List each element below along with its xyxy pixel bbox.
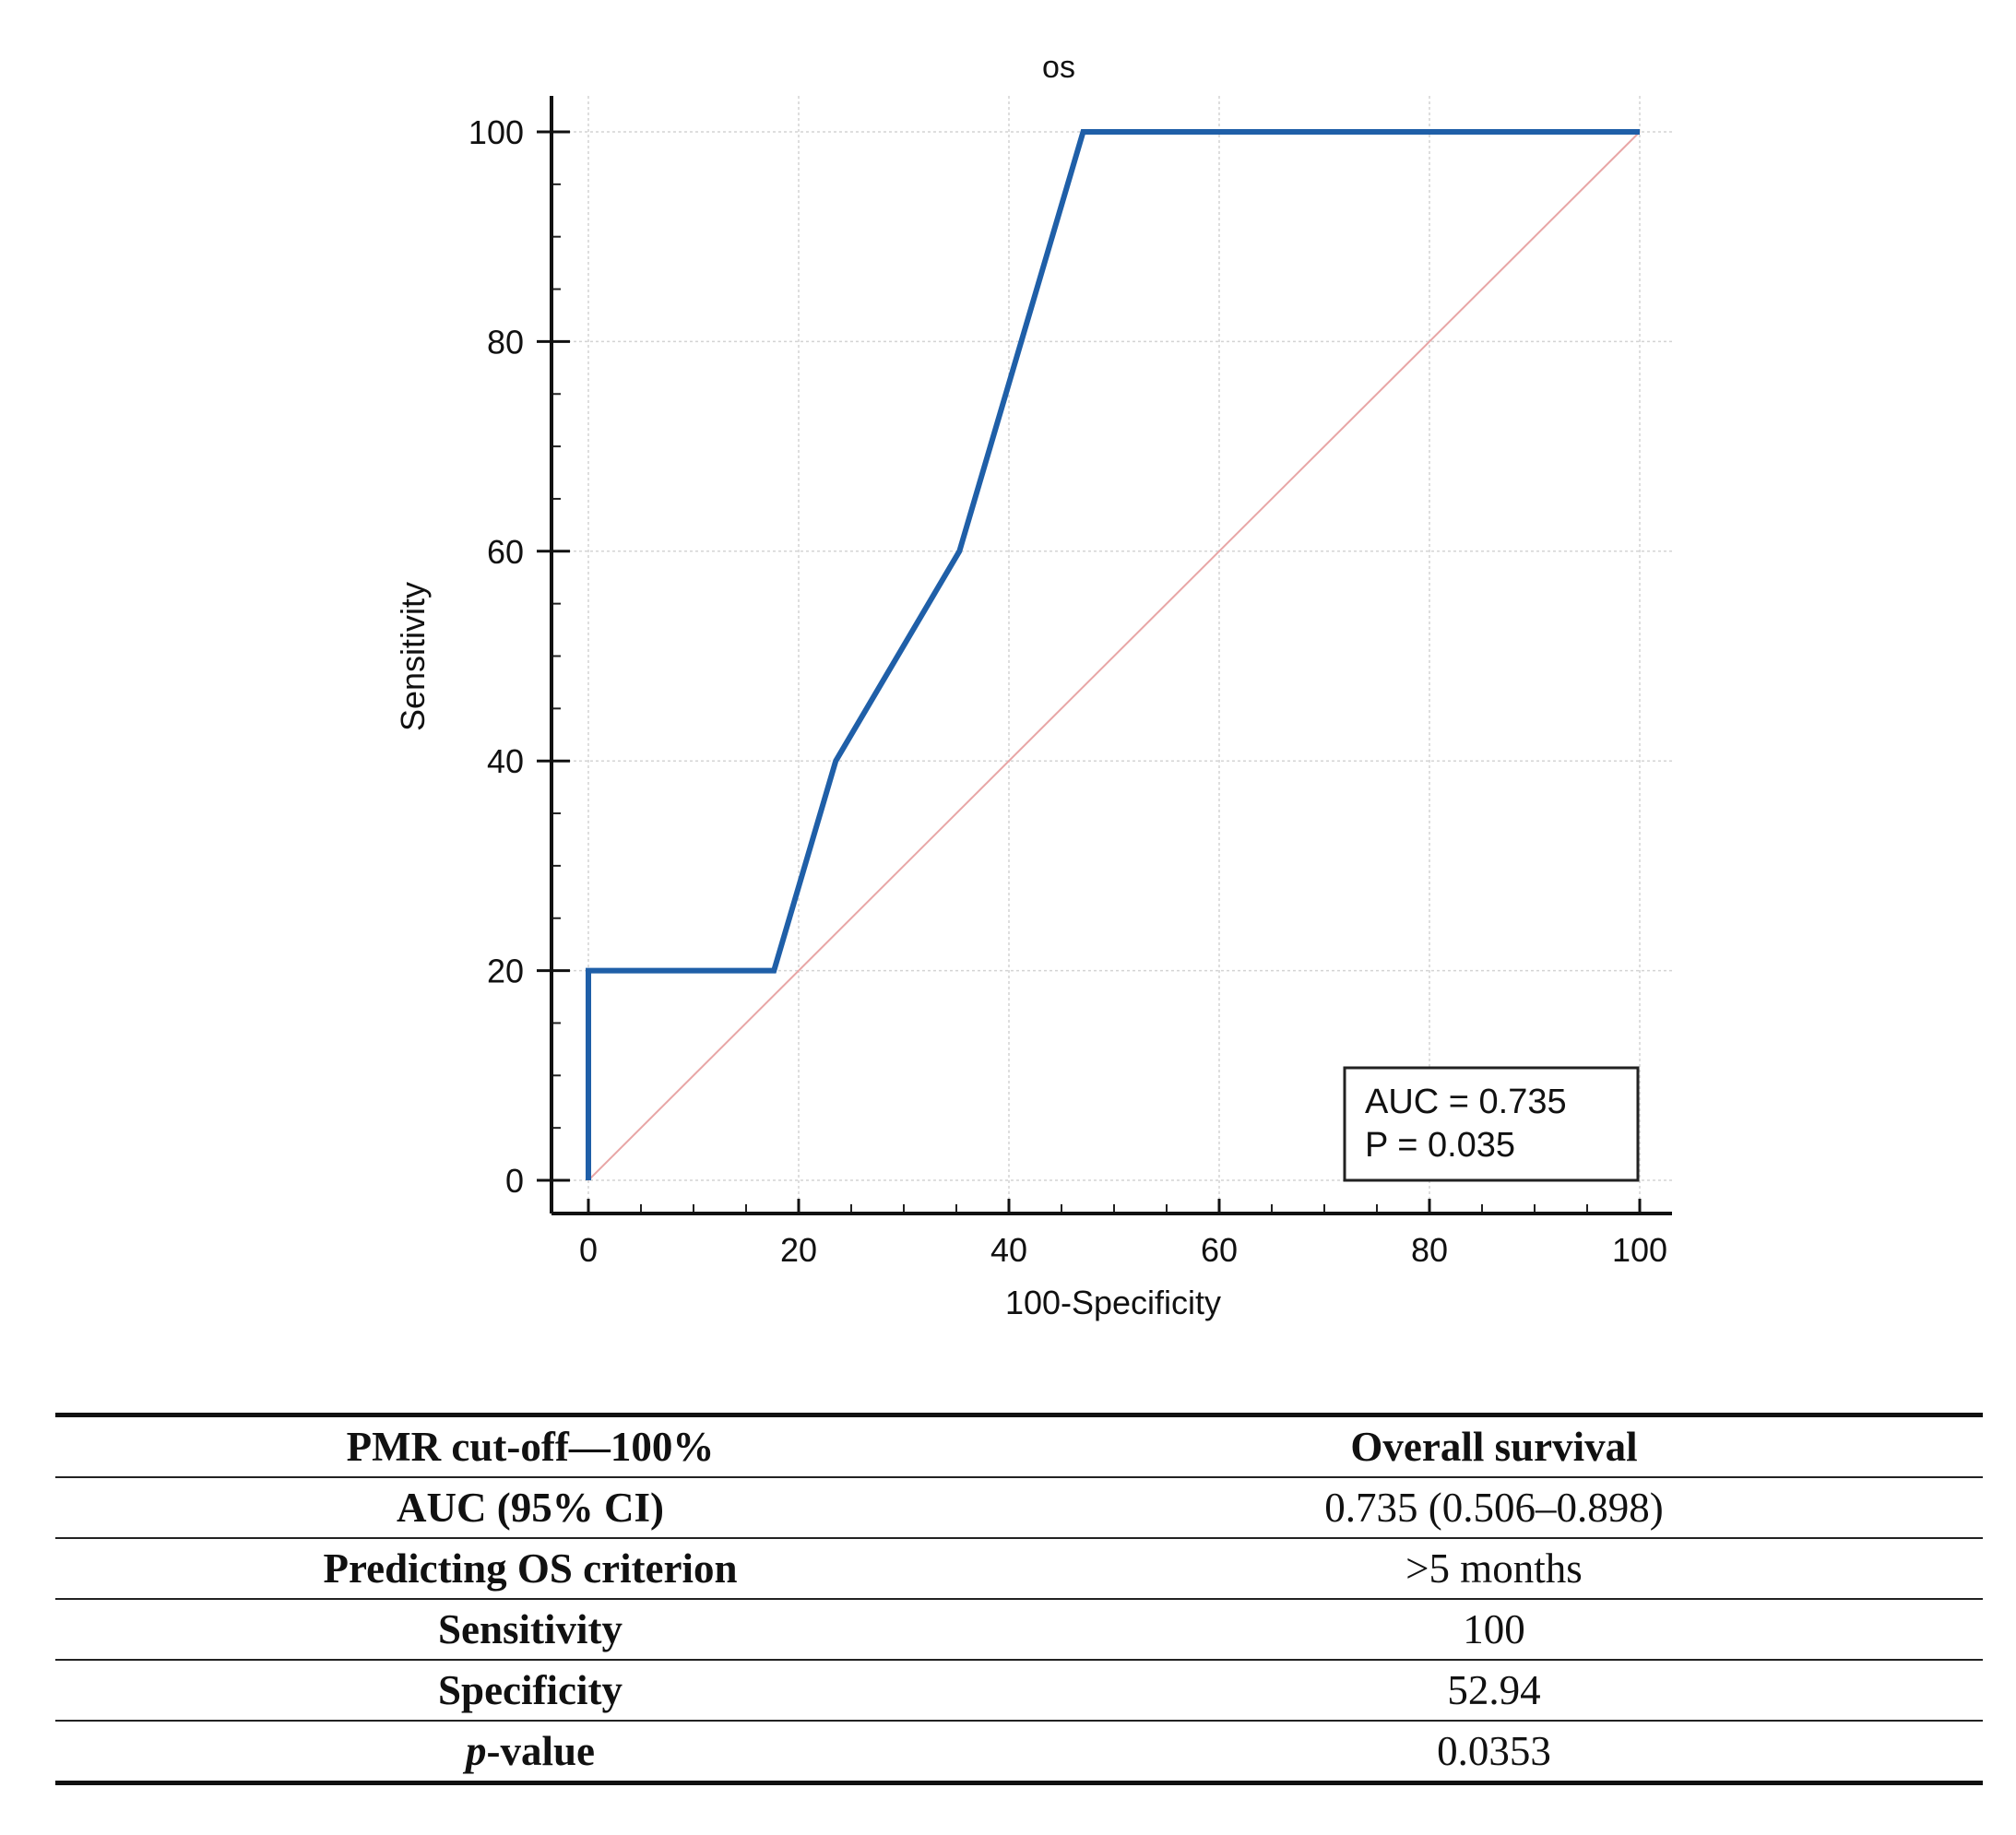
- x-tick-label: 80: [1411, 1231, 1448, 1269]
- row-value: Overall survival: [1350, 1424, 1638, 1470]
- y-tick-label: 80: [487, 323, 524, 361]
- grid: [551, 96, 1672, 1213]
- row-label: Specificity: [438, 1667, 623, 1713]
- table-row: Specificity 52.94: [55, 1660, 1983, 1721]
- y-tick-label: 0: [505, 1162, 524, 1200]
- y-tick-label: 60: [487, 533, 524, 571]
- table-row: Sensitivity 100: [55, 1599, 1983, 1660]
- p-label-rest: -value: [486, 1728, 596, 1774]
- y-axis-label: Sensitivity: [394, 582, 432, 731]
- x-tick-label: 100: [1612, 1231, 1667, 1269]
- y-tick-label: 20: [487, 953, 524, 990]
- auc-annotation-box: AUC = 0.735 P = 0.035: [1343, 1066, 1640, 1182]
- x-tick-label: 0: [579, 1231, 598, 1269]
- x-axis-label: 100-Specificity: [1005, 1284, 1221, 1321]
- auc-annotation-frame: [1343, 1066, 1640, 1182]
- row-value: 0.735 (0.506–0.898): [1324, 1485, 1664, 1531]
- table-row: p-value 0.0353: [55, 1721, 1983, 1783]
- row-value: >5 months: [1405, 1545, 1583, 1592]
- roc-curve: [586, 129, 1640, 1180]
- y-tick-label: 40: [487, 742, 524, 780]
- x-tick-label: 60: [1201, 1231, 1238, 1269]
- table-row: PMR cut-off—100% Overall survival: [55, 1415, 1983, 1477]
- table-row: Predicting OS criterion >5 months: [55, 1538, 1983, 1599]
- x-ticks: 0 20 40 60 80 100: [579, 1199, 1667, 1269]
- y-tick-label: 100: [468, 113, 524, 151]
- table-row: AUC (95% CI) 0.735 (0.506–0.898): [55, 1477, 1983, 1538]
- auc-annotation-text: AUC = 0.735: [1365, 1083, 1567, 1121]
- x-tick-label: 40: [990, 1231, 1027, 1269]
- row-label: AUC (95% CI): [397, 1485, 664, 1531]
- summary-table: PMR cut-off—100% Overall survival AUC (9…: [55, 1413, 1983, 1785]
- diagonal-reference-line: [587, 131, 1641, 1181]
- p-annotation-text: P = 0.035: [1365, 1126, 1515, 1165]
- row-value: 100: [1463, 1606, 1525, 1652]
- row-value: 0.0353: [1437, 1728, 1551, 1774]
- roc-chart: os 0 20 40 60 80 100 0 20 40 60 80 100 100-Specifi…: [394, 50, 1672, 1321]
- row-label: Sensitivity: [437, 1606, 623, 1652]
- chart-title: os: [1042, 50, 1075, 85]
- x-tick-label: 20: [780, 1231, 817, 1269]
- y-ticks: 0 20 40 60 80 100: [468, 113, 570, 1200]
- row-label: Predicting OS criterion: [323, 1545, 738, 1592]
- row-label: PMR cut-off—100%: [346, 1424, 715, 1470]
- row-label: p-value: [55, 1721, 1005, 1783]
- row-value: 52.94: [1447, 1667, 1541, 1713]
- p-italic-label: p: [466, 1728, 487, 1774]
